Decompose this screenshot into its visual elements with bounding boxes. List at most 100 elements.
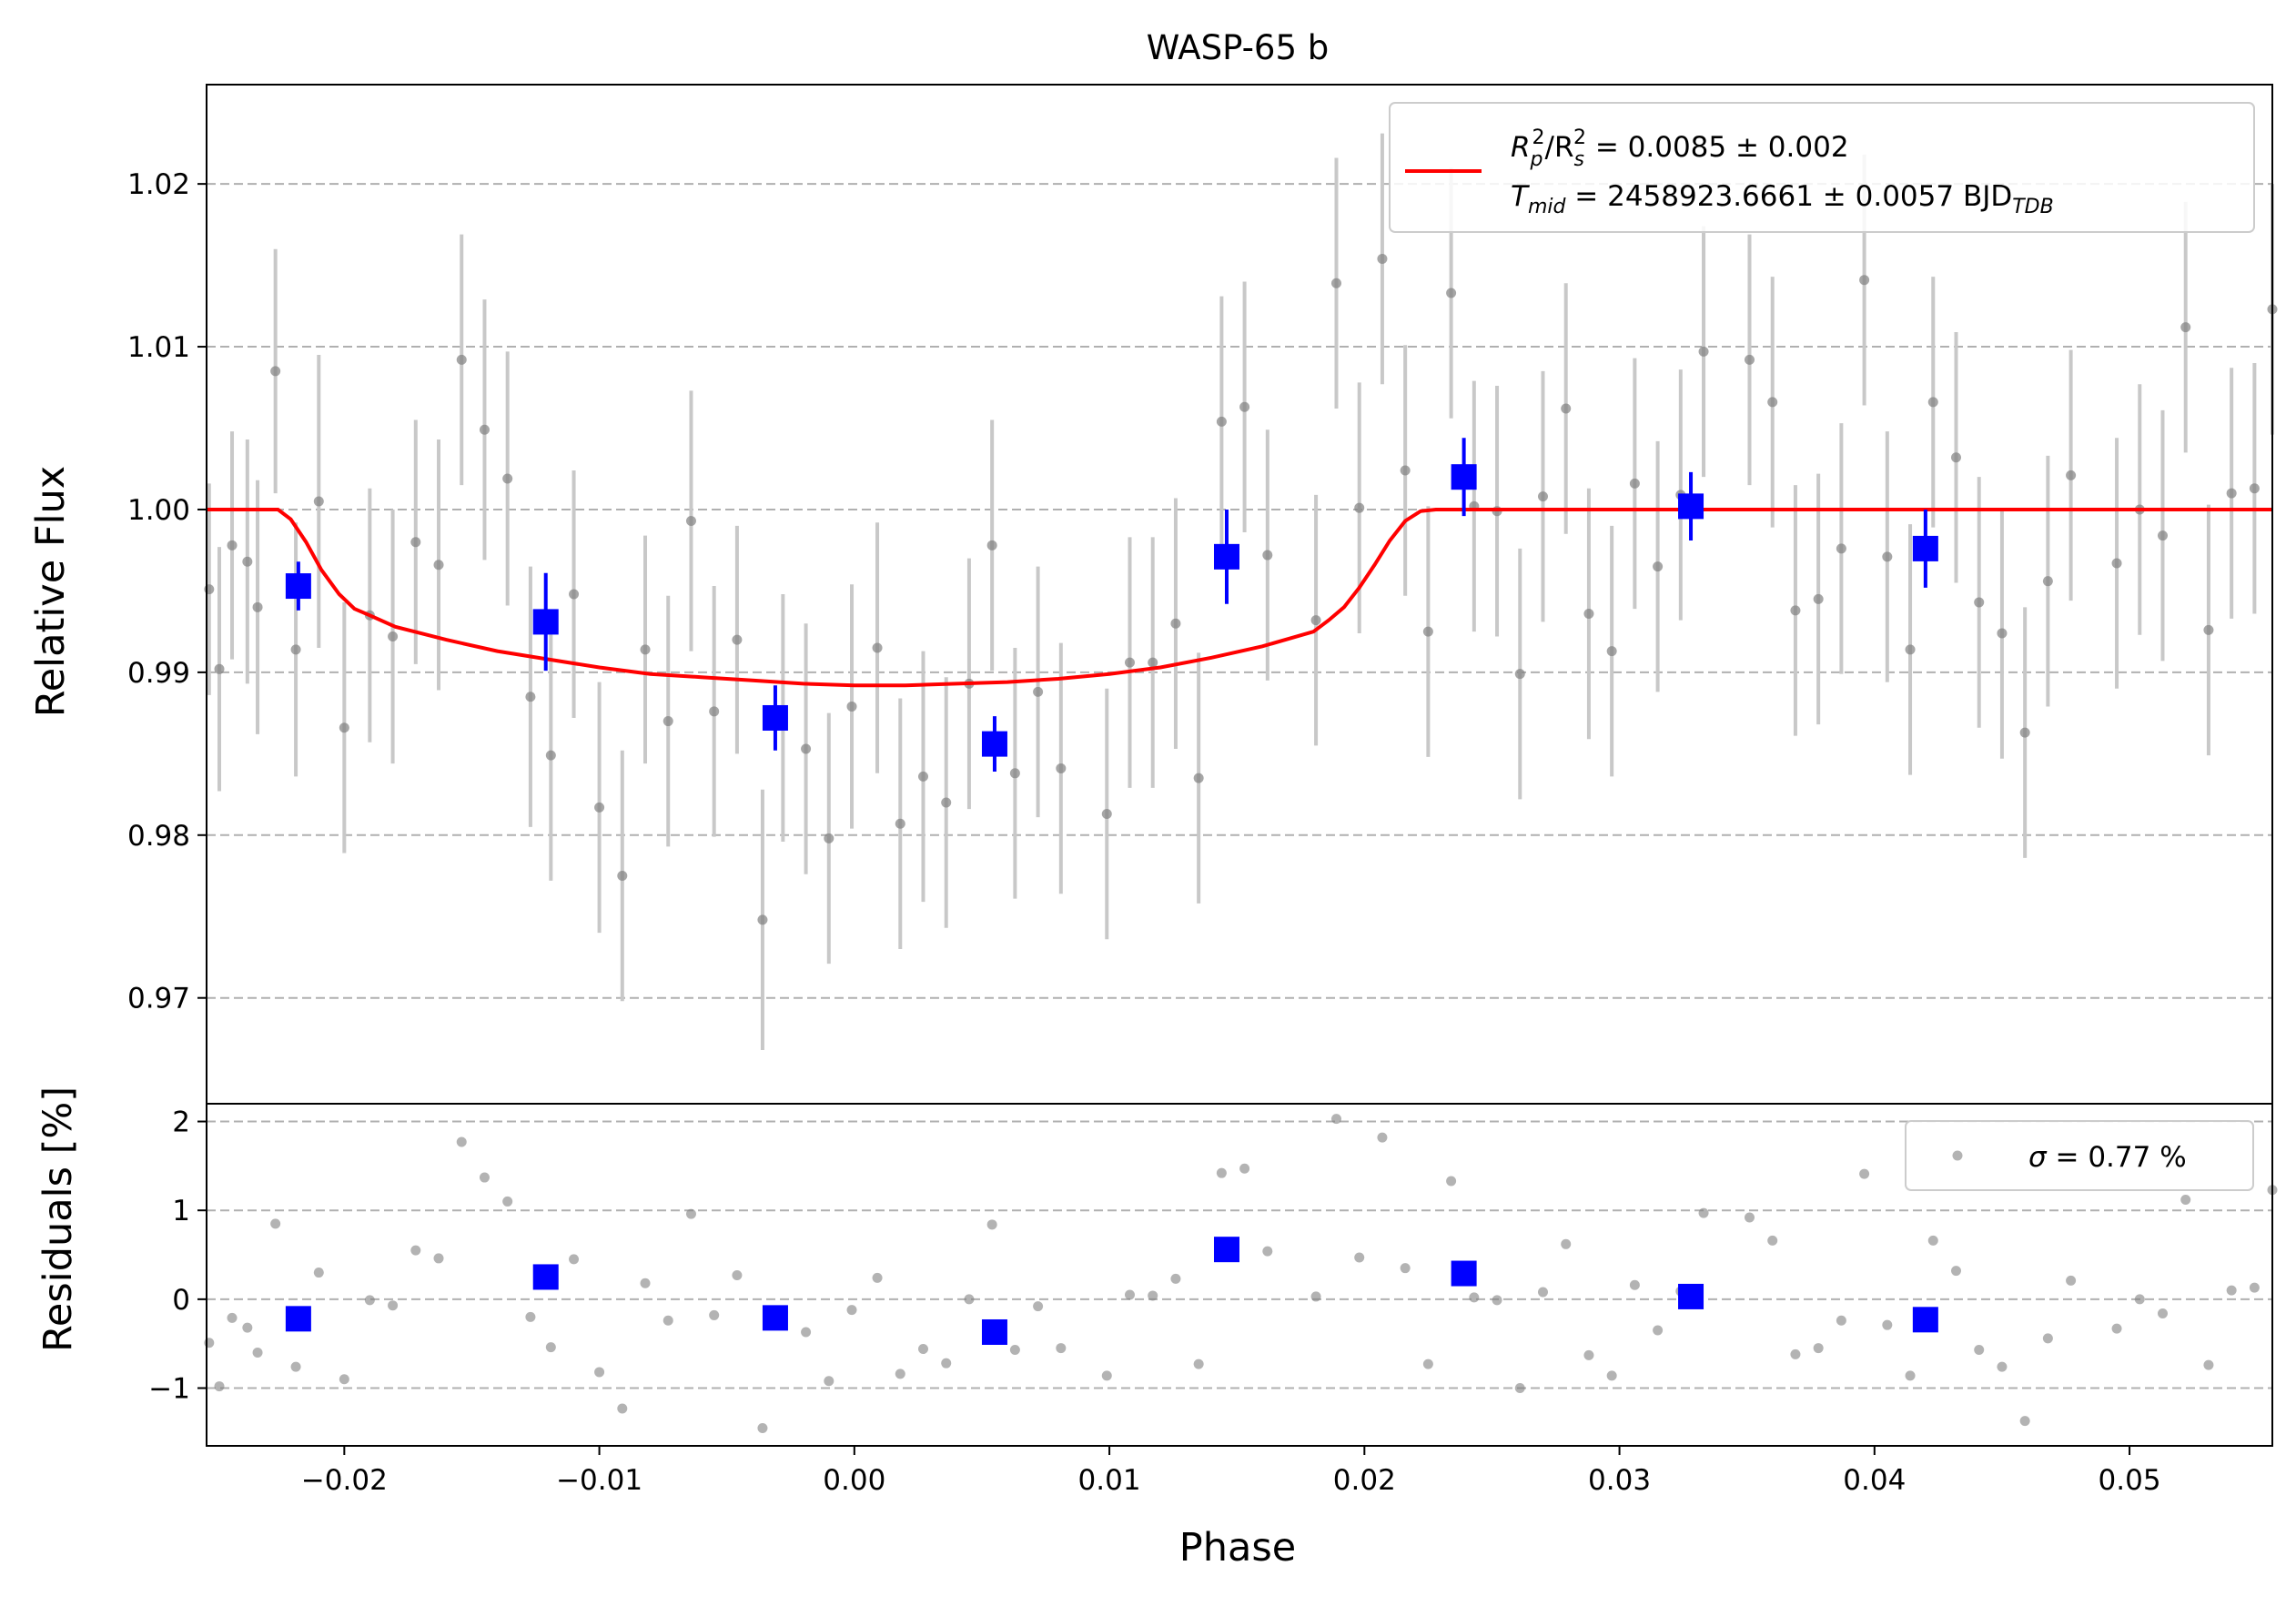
x-tick-label: 0.01 [1078, 1464, 1141, 1497]
raw-point [2111, 558, 2122, 569]
raw-point [1056, 763, 1067, 773]
residual-raw-point [1583, 1349, 1594, 1360]
raw-point [1124, 657, 1135, 668]
residual-raw-point [1927, 1235, 1938, 1246]
residual-raw-point [824, 1376, 834, 1387]
raw-point [2203, 624, 2214, 635]
residual-raw-point [252, 1347, 263, 1358]
raw-point [1170, 618, 1181, 629]
residual-raw-point [1561, 1238, 1572, 1249]
raw-point [290, 644, 301, 655]
residual-raw-point [502, 1196, 513, 1207]
flux-y-tick-label: 0.97 [127, 983, 190, 1015]
residual-binned-point [1451, 1260, 1477, 1287]
residual-raw-point [1514, 1383, 1525, 1394]
raw-point [388, 631, 399, 642]
residual-raw-point [757, 1422, 768, 1433]
residuals-legend-box [1905, 1120, 2254, 1191]
legend-rp-symbol: R [1511, 131, 1531, 164]
legend-rp-subscript: p [1530, 148, 1543, 171]
residuals-y-tick-label: −1 [148, 1373, 190, 1406]
residual-raw-point [214, 1381, 225, 1392]
legend-rs-superscript: 2 [1573, 126, 1586, 149]
raw-point [685, 515, 696, 526]
raw-point [1997, 628, 2008, 639]
raw-point [502, 473, 513, 484]
flux-binned-data [285, 438, 1938, 773]
residual-binned-point [981, 1318, 1007, 1345]
residual-raw-point [685, 1208, 696, 1219]
residual-raw-point [617, 1403, 628, 1414]
raw-point [1744, 354, 1755, 365]
raw-point [2226, 488, 2237, 499]
residual-raw-point [917, 1344, 928, 1355]
raw-point [663, 716, 673, 727]
residuals-binned-data [285, 1237, 1938, 1345]
residual-raw-point [270, 1218, 281, 1229]
residual-raw-point [1033, 1301, 1044, 1312]
flux-y-tick-label: 0.98 [127, 820, 190, 853]
residual-raw-point [1537, 1287, 1548, 1298]
raw-point [1446, 288, 1457, 298]
raw-point [2157, 530, 2168, 541]
raw-point [2066, 470, 2077, 480]
raw-point [617, 871, 628, 882]
residual-binned-point [1678, 1283, 1704, 1309]
residual-raw-point [1310, 1291, 1321, 1302]
residual-raw-point [1170, 1273, 1181, 1284]
flux-y-tick-label: 1.01 [127, 331, 190, 364]
residual-raw-point [479, 1172, 490, 1183]
residual-raw-point [545, 1342, 556, 1353]
residual-binned-point [762, 1305, 788, 1331]
raw-point [252, 601, 263, 612]
binned-point [532, 609, 559, 635]
residuals-legend: σ = 0.77 % [1905, 1120, 2254, 1191]
residual-raw-point [640, 1278, 651, 1288]
residual-raw-point [1124, 1289, 1135, 1300]
raw-point [1882, 551, 1893, 562]
x-tick-label: −0.01 [556, 1464, 642, 1497]
residual-raw-point [1629, 1279, 1640, 1290]
raw-point [1790, 605, 1801, 616]
residual-raw-point [941, 1358, 952, 1369]
binned-point [762, 704, 788, 731]
legend-tmid-value: = 2458923.6661 ± 0.0057 BJD [1565, 180, 2012, 213]
legend-tdb-subscript: TDB [2012, 196, 2053, 218]
residual-raw-point [1354, 1252, 1365, 1263]
raw-point [1262, 550, 1273, 561]
raw-point [569, 589, 580, 600]
residual-raw-point [1606, 1370, 1617, 1381]
residual-raw-point [410, 1245, 421, 1256]
residual-raw-point [1422, 1359, 1433, 1369]
residual-raw-point [433, 1253, 444, 1264]
x-tick-label: −0.02 [301, 1464, 388, 1497]
raw-point [846, 701, 857, 712]
raw-point [895, 818, 905, 829]
raw-point [986, 540, 997, 550]
binned-point [1678, 493, 1704, 520]
raw-point [1537, 491, 1548, 502]
raw-point [640, 644, 651, 655]
raw-point [227, 540, 238, 550]
raw-point [433, 560, 444, 571]
flux-legend-box [1389, 102, 2255, 233]
residual-raw-point [1101, 1370, 1112, 1381]
residual-binned-point [285, 1306, 311, 1332]
legend-rp-rs-text: Rp2/Rs2 = 0.0085 ± 0.002 [1511, 126, 1849, 171]
residual-raw-point [1950, 1266, 1961, 1277]
chart-title: WASP-65 b [1147, 28, 1330, 67]
residual-raw-point [1974, 1345, 1985, 1356]
raw-point [1216, 416, 1227, 427]
raw-point [1400, 465, 1411, 476]
flux-y-axis-label: Relative Flux [28, 466, 74, 717]
residual-raw-point [1813, 1343, 1824, 1354]
raw-point [525, 692, 536, 702]
residual-raw-point [1330, 1114, 1341, 1125]
legend-rs-subscript: s [1574, 148, 1584, 171]
residual-raw-point [801, 1327, 812, 1338]
residual-raw-point [846, 1305, 857, 1316]
x-tick-label: 0.04 [1843, 1464, 1906, 1497]
residual-raw-point [2180, 1194, 2191, 1205]
residuals-frame [206, 1103, 2273, 1447]
legend-rp-superscript: 2 [1532, 126, 1545, 149]
